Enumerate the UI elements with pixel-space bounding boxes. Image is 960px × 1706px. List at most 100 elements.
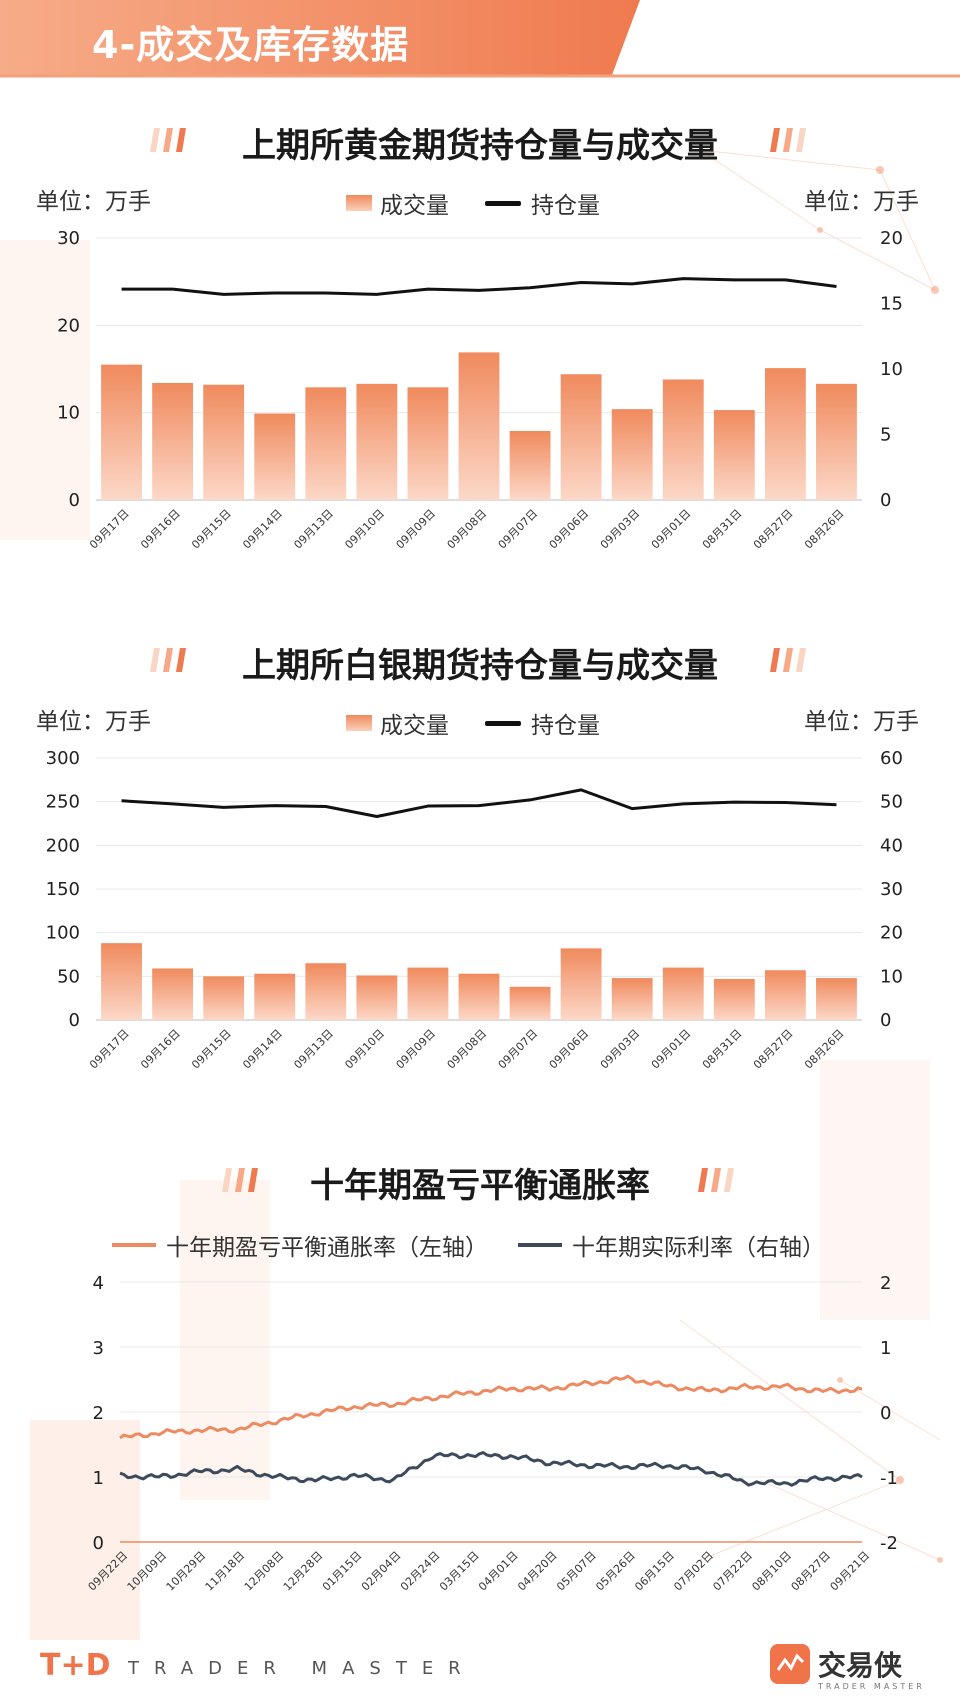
- gold-xtick: 09月14日: [240, 507, 285, 552]
- silver-ytick-left: 300: [46, 748, 80, 769]
- silver-xtick: 09月03日: [598, 1027, 643, 1072]
- legend-breakeven-swatch: [112, 1243, 156, 1247]
- silver-volume-bar: [509, 986, 551, 1020]
- tips-xtick: 07月02日: [671, 1549, 716, 1594]
- silver-volume-bar: [152, 968, 194, 1020]
- silver-ytick-right: 50: [880, 792, 903, 813]
- silver-volume-bar: [713, 978, 755, 1020]
- tips-xtick: 04月20日: [515, 1549, 560, 1594]
- silver-xtick: 09月06日: [547, 1027, 592, 1072]
- footer-logo: T+D: [40, 1648, 111, 1683]
- legend-line-swatch: [485, 720, 521, 726]
- silver-volume-bar: [407, 967, 449, 1020]
- gold-xtick: 08月26日: [802, 507, 847, 552]
- tips-breakeven-line: [119, 1374, 863, 1440]
- gold-unit-right: 单位：万手: [804, 189, 919, 215]
- tips-xtick: 07月22日: [710, 1549, 755, 1594]
- gold-ytick-left: 10: [57, 403, 80, 424]
- silver-xtick: 08月31日: [700, 1027, 745, 1072]
- silver-unit-left: 单位：万手: [36, 709, 151, 735]
- silver-volume-bar: [816, 978, 857, 1020]
- silver-ytick-left: 150: [46, 879, 80, 900]
- footer-brand: TRADER MASTER: [128, 1658, 476, 1679]
- tips-xtick: 12月08日: [242, 1549, 287, 1594]
- gold-unit-left: 单位：万手: [36, 189, 151, 215]
- tips-real-rate-line: [119, 1451, 863, 1487]
- gold-xtick: 09月01日: [649, 507, 694, 552]
- silver-xtick: 08月27日: [751, 1027, 796, 1072]
- gold-legend: 成交量 持仓量: [346, 186, 600, 220]
- silver-volume-bar: [560, 948, 602, 1020]
- silver-xtick: 09月10日: [342, 1027, 387, 1072]
- tips-xtick: 09月22日: [86, 1549, 131, 1594]
- silver-ytick-right: 20: [880, 923, 903, 944]
- silver-xtick: 09月14日: [240, 1027, 285, 1072]
- silver-ytick-right: 0: [880, 1010, 891, 1031]
- gold-ytick-left: 0: [69, 490, 80, 511]
- gold-volume-bar: [152, 382, 194, 500]
- gold-volume-bar: [713, 410, 755, 500]
- tips-ytick-left: 1: [93, 1468, 104, 1489]
- gold-volume-bar: [458, 352, 500, 500]
- silver-xtick: 09月17日: [87, 1027, 132, 1072]
- header-band: [0, 0, 960, 78]
- gold-ytick-right: 5: [880, 425, 891, 446]
- tips-ytick-right: -1: [880, 1468, 898, 1489]
- silver-unit-right: 单位：万手: [804, 709, 919, 735]
- silver-ytick-right: 60: [880, 748, 903, 769]
- silver-volume-bar: [305, 963, 347, 1020]
- tips-xtick: 01月15日: [320, 1549, 365, 1594]
- tips-xtick: 12月28日: [281, 1549, 326, 1594]
- gold-ytick-right: 10: [880, 359, 903, 380]
- legend-bar-swatch: [346, 195, 372, 211]
- silver-legend: 成交量 持仓量: [346, 706, 600, 740]
- gold-xtick: 09月07日: [496, 507, 541, 552]
- tips-xtick: 05月26日: [593, 1549, 638, 1594]
- silver-volume-bar: [356, 975, 398, 1020]
- gold-volume-bar: [816, 383, 857, 500]
- tips-legend-real-rate: 十年期实际利率（右轴）: [572, 1235, 825, 1261]
- silver-xtick: 09月13日: [291, 1027, 336, 1072]
- tips-xtick: 06月15日: [632, 1549, 677, 1594]
- silver-ytick-right: 30: [880, 879, 903, 900]
- tips-xtick: 02月24日: [398, 1549, 443, 1594]
- tips-xtick: 09月21日: [828, 1549, 873, 1594]
- gold-volume-bar: [509, 431, 551, 500]
- gold-volume-bar: [356, 383, 398, 500]
- silver-ytick-left: 100: [46, 923, 80, 944]
- silver-volume-bar: [203, 976, 245, 1020]
- gold-ytick-left: 20: [57, 315, 80, 336]
- silver-xtick: 09月08日: [445, 1027, 490, 1072]
- silver-volume-bar: [611, 978, 653, 1020]
- silver-ytick-right: 40: [880, 835, 903, 856]
- tips-chart-title: 十年期盈亏平衡通胀率: [310, 1166, 650, 1206]
- gold-ytick-right: 15: [880, 294, 903, 315]
- gold-volume-bar: [101, 364, 142, 500]
- page-title: 4-成交及库存数据: [92, 23, 410, 67]
- gold-xtick: 09月09日: [394, 507, 439, 552]
- silver-ytick-right: 10: [880, 966, 903, 987]
- tips-xtick: 04月01日: [476, 1549, 521, 1594]
- gold-volume-bar: [407, 387, 449, 500]
- silver-xtick: 09月15日: [189, 1027, 234, 1072]
- tips-ytick-left: 0: [93, 1533, 104, 1554]
- gold-xtick: 09月08日: [445, 507, 490, 552]
- tips-xtick: 10月29日: [164, 1549, 209, 1594]
- tips-xtick: 08月27日: [789, 1549, 834, 1594]
- gold-xtick: 09月15日: [189, 507, 234, 552]
- gold-volume-bar: [254, 413, 296, 500]
- gold-xtick: 08月27日: [751, 507, 796, 552]
- gold-legend-volume: 成交量: [380, 193, 449, 219]
- tips-ytick-right: 2: [880, 1273, 891, 1294]
- gold-xtick: 09月03日: [598, 507, 643, 552]
- gold-ytick-right: 0: [880, 490, 891, 511]
- tips-legend-breakeven: 十年期盈亏平衡通胀率（左轴）: [166, 1235, 488, 1261]
- gold-xtick: 09月17日: [87, 507, 132, 552]
- gold-chart-title: 上期所黄金期货持仓量与成交量: [242, 126, 718, 166]
- silver-xtick: 09月07日: [496, 1027, 541, 1072]
- gold-volume-bar: [611, 409, 653, 500]
- tips-xtick: 10月09日: [125, 1549, 170, 1594]
